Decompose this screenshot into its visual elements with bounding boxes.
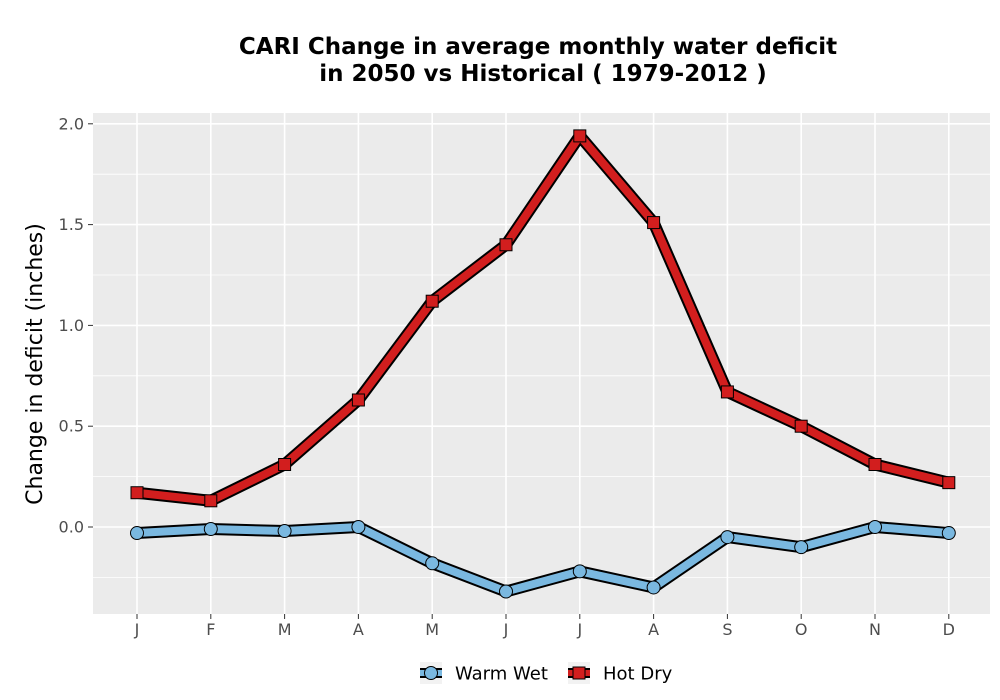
- chart-title-line-1: CARI Change in average monthly water def…: [239, 34, 837, 60]
- data-point: [204, 494, 218, 508]
- data-point: [941, 526, 956, 541]
- data-point: [425, 294, 439, 308]
- data-point: [794, 540, 809, 555]
- series-line: [133, 131, 953, 505]
- legend-item-warm-wet: Warm Wet: [420, 662, 548, 685]
- data-point: [647, 216, 661, 230]
- x-tick-label: M: [425, 620, 439, 639]
- y-tick-label: 0.5: [59, 417, 84, 436]
- data-point: [278, 458, 292, 472]
- legend-label: Warm Wet: [455, 664, 548, 685]
- legend-key-marker: [572, 666, 586, 680]
- legend-item-hot-dry: Hot Dry: [568, 662, 673, 685]
- data-point: [499, 238, 513, 252]
- series-warm-wet: [130, 520, 956, 599]
- data-point: [130, 526, 144, 541]
- y-axis-title: Change in deficit (inches): [23, 223, 48, 505]
- data-point: [425, 556, 440, 571]
- data-point: [573, 129, 587, 143]
- data-point: [203, 522, 218, 537]
- data-point: [720, 530, 735, 545]
- x-tick-label: J: [503, 620, 509, 639]
- series-line: [133, 523, 953, 596]
- series-layer: [130, 129, 956, 599]
- data-point: [499, 584, 513, 599]
- data-point: [351, 393, 365, 407]
- y-tick-label: 2.0: [59, 114, 84, 133]
- data-point: [646, 580, 661, 595]
- legend-label: Hot Dry: [603, 664, 673, 685]
- chart-title-line-2: in 2050 vs Historical ( 1979-2012 ): [319, 61, 766, 87]
- x-tick-label: S: [722, 620, 732, 639]
- data-point: [130, 486, 144, 500]
- y-tick-label: 0.0: [59, 518, 84, 537]
- legend: Warm Wet Hot Dry: [420, 662, 673, 685]
- y-tick-label: 1.5: [59, 215, 84, 234]
- y-axis: 0.0 0.5 1.0 1.5 2.0: [59, 114, 93, 537]
- x-tick-label: F: [206, 620, 215, 639]
- series-hot-dry: [130, 129, 956, 508]
- data-point: [720, 385, 734, 399]
- data-point: [868, 520, 882, 534]
- x-tick-label: J: [576, 620, 582, 639]
- data-point: [794, 419, 808, 433]
- y-tick-label: 1.0: [59, 316, 84, 335]
- data-point: [277, 524, 292, 539]
- data-point: [572, 564, 587, 579]
- x-tick-label: M: [278, 620, 292, 639]
- x-tick-label: J: [134, 620, 140, 639]
- x-tick-label: A: [353, 620, 364, 639]
- x-tick-label: D: [943, 620, 955, 639]
- x-tick-label: O: [795, 620, 808, 639]
- data-point: [942, 476, 956, 490]
- data-point: [868, 458, 882, 472]
- legend-key-marker: [424, 666, 438, 680]
- x-tick-label: N: [869, 620, 881, 639]
- data-point: [351, 520, 366, 534]
- x-tick-label: A: [648, 620, 659, 639]
